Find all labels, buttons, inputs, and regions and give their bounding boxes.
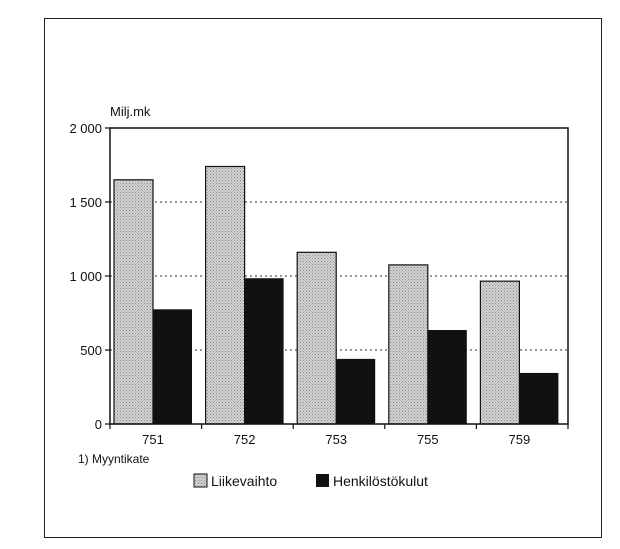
y-tick-label: 1 000 [69, 269, 102, 284]
y-tick-label: 2 000 [69, 121, 102, 136]
legend: Liikevaihto Henkilöstökulut [193, 473, 428, 489]
bar-henkilostokulut [244, 278, 284, 424]
bar-henkilostokulut [427, 330, 467, 424]
x-tick-label: 759 [509, 432, 531, 447]
y-tick-label: 0 [95, 417, 102, 432]
bar-henkilostokulut [519, 372, 559, 424]
x-tick-label: 751 [142, 432, 164, 447]
y-axis-label: Milj.mk [110, 104, 151, 119]
chart-frame [44, 18, 602, 538]
legend-swatch-liikevaihto [193, 473, 208, 488]
x-tick-label: 752 [234, 432, 256, 447]
x-tick-label: 753 [325, 432, 347, 447]
bar-liikevaihto [388, 264, 429, 425]
bar-liikevaihto [205, 165, 246, 425]
y-tick-label: 1 500 [69, 195, 102, 210]
legend-label: Liikevaihto [211, 473, 277, 489]
y-tick-label: 500 [80, 343, 102, 358]
bar-henkilostokulut [153, 309, 192, 424]
x-tick-label: 755 [417, 432, 439, 447]
footnote: 1) Myyntikate [78, 452, 150, 466]
bar-liikevaihto [296, 251, 337, 425]
bar-henkilostokulut [336, 358, 376, 424]
bar-liikevaihto [479, 280, 520, 425]
bar-liikevaihto [113, 179, 154, 425]
legend-swatch-henkilostokulut [316, 474, 329, 487]
legend-label: Henkilöstökulut [333, 473, 428, 489]
